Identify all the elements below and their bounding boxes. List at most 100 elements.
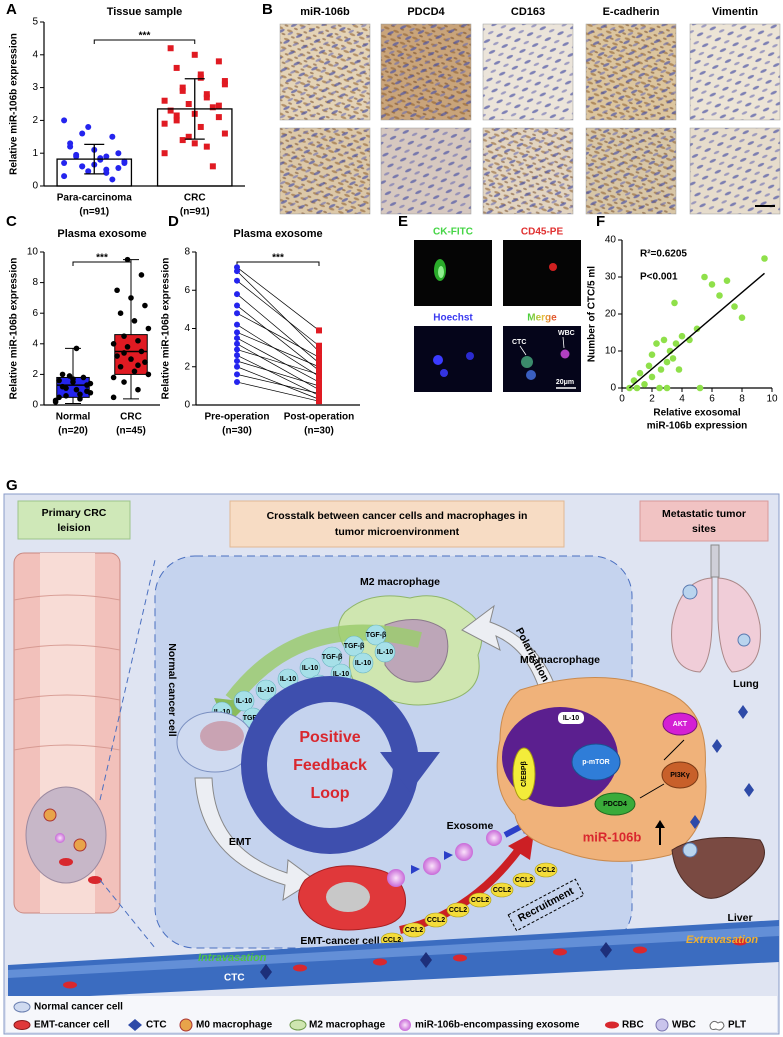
data-point [121, 379, 127, 385]
cell-label: CTC [224, 973, 245, 984]
chart: Number of CTC/5 ml 0 10 20 30 40 0 2 4 6 8 10 Relati… [587, 235, 778, 432]
data-point [656, 384, 663, 392]
data-point [114, 287, 120, 294]
data-point [56, 377, 62, 384]
whisker [123, 259, 139, 400]
chemokine-label: CCL2 [383, 937, 401, 944]
chemokine-label: CCL2 [427, 917, 445, 924]
legend-label: M2 macrophage [309, 1020, 386, 1031]
metastasis [737, 633, 751, 647]
data-point [79, 130, 86, 137]
data-point [142, 359, 148, 365]
ccl2-group: CCL2 CCL2 CCL2 CCL2 CCL2 CCL2 CCL2 CCL2 [380, 862, 558, 948]
data-point [234, 291, 240, 298]
molecule [594, 792, 636, 816]
data-point [124, 256, 131, 263]
rbc [453, 954, 467, 962]
fluorescence-image [503, 326, 581, 392]
panel-letter: F [596, 213, 605, 230]
annotation: P<0.001 [640, 272, 678, 283]
legend-icon [605, 1021, 619, 1029]
data-point [221, 81, 228, 88]
legend-label: EMT-cancer cell [34, 1020, 110, 1031]
cell-label: WBC [558, 330, 575, 337]
cytokine-label: TGF-β [366, 632, 387, 639]
molecule-label: PDCD4 [603, 801, 627, 808]
exosome [455, 843, 473, 861]
data-point [648, 351, 656, 359]
x-tick-label: Pre-operation [204, 412, 269, 423]
panel-letter: B [262, 1, 273, 18]
header-box [17, 500, 131, 540]
data-point [209, 163, 216, 170]
legend-icon [13, 1020, 31, 1030]
data-point [135, 362, 141, 369]
emt-cell-icon [59, 858, 73, 866]
data-point [131, 318, 138, 324]
pair-line [236, 293, 320, 364]
x-tick-label: 4 [679, 394, 685, 405]
data-point [73, 386, 80, 393]
molecule-label: p-mTOR [582, 759, 609, 766]
blue-nucleus [433, 355, 443, 365]
data-point [87, 380, 94, 387]
cell-nucleus [200, 721, 244, 751]
header-box [639, 500, 769, 542]
y-axis-label: Relative miR-106b expression [9, 33, 20, 175]
data-point [145, 325, 152, 332]
dashed-box [507, 878, 585, 932]
chart: Relative miR-106b expression 0 2 4 6 8 Plasma … [161, 228, 360, 437]
nuclei-overlay [279, 127, 371, 215]
blue-nucleus [466, 352, 474, 360]
y-tick-label: 10 [27, 247, 39, 258]
pair-line [236, 360, 320, 387]
panel-e: CK-FITC CD45-PE Hoechst Merge CTC WBC 20… [414, 227, 581, 392]
nuclei-overlay [380, 127, 472, 215]
header: tumor microenvironment [335, 526, 460, 538]
channel-label: CK-FITC [433, 227, 473, 238]
exosome [387, 869, 405, 887]
chemokine [468, 892, 492, 908]
y-tick-label: 4 [32, 49, 38, 60]
data-point [203, 91, 210, 98]
significance-label: *** [96, 253, 108, 264]
rbc [63, 981, 77, 989]
data-point [738, 314, 746, 322]
cytokine-label: TGF-β [322, 654, 343, 661]
panel-letter: E [398, 213, 408, 230]
data-point [316, 386, 322, 393]
data-point [84, 388, 90, 395]
significance-bracket [236, 261, 320, 266]
cytokine [343, 635, 365, 657]
data-point [109, 176, 116, 183]
nuclei-overlay [482, 23, 574, 121]
arrowhead [508, 832, 534, 860]
merged-cell [521, 356, 533, 368]
tumor-mass [25, 786, 107, 884]
data-point [197, 74, 204, 81]
x-tick-label: 10 [766, 394, 778, 405]
pair-line [236, 374, 320, 394]
header-box [229, 500, 565, 548]
chemokine-label: CCL2 [493, 887, 511, 894]
legend-label: miR-106b-encompassing exosome [415, 1020, 580, 1031]
x-tick-note: (n=91) [180, 207, 210, 218]
data-point [636, 369, 644, 377]
nuclei-overlay [585, 23, 677, 121]
legend-icon [179, 1018, 193, 1032]
data-point [316, 371, 322, 378]
micrograph-grid [279, 23, 781, 215]
data-point [234, 340, 240, 347]
data-point [135, 337, 141, 344]
chemokine [424, 912, 448, 928]
column-header: Vimentin [712, 6, 759, 18]
data-point [110, 341, 117, 347]
data-point [316, 390, 322, 397]
x-tick-label: 6 [709, 394, 715, 405]
data-point [185, 133, 192, 140]
data-point [203, 94, 210, 101]
cell-label: EMT-cancer cell [300, 935, 379, 947]
y-tick-label: 3 [32, 82, 38, 93]
cell-label: M2 macrophage [360, 576, 440, 588]
data-point [669, 355, 677, 362]
